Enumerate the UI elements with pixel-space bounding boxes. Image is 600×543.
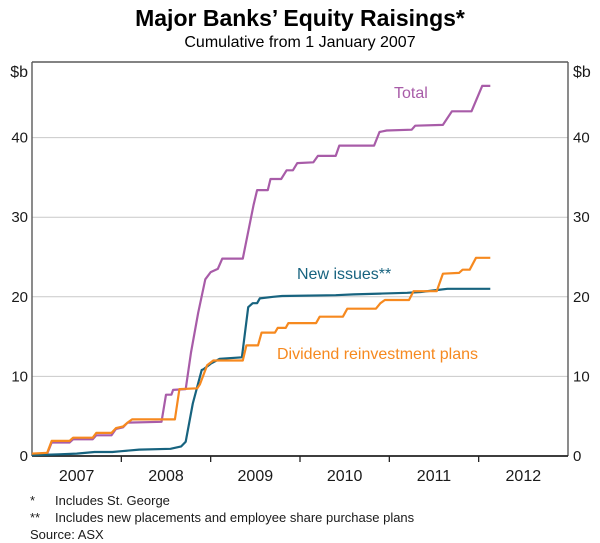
x-year-label: 2007 (59, 468, 95, 485)
y-tick-label-left: 30 (11, 209, 28, 226)
x-year-label: 2008 (148, 468, 184, 485)
y-unit-right: $b (573, 64, 591, 81)
x-year-label: 2009 (238, 468, 274, 485)
footnote-2-text: Includes new placements and employee sha… (55, 510, 415, 525)
drp-line (31, 256, 491, 455)
y-unit-left: $b (10, 64, 28, 81)
footnotes: * Includes St. George ** Includes new plac… (30, 492, 590, 543)
y-tick-label-right: 10 (573, 368, 590, 385)
series-label-drp: Dividend reinvestment plans (277, 346, 478, 363)
y-tick-label-right: 40 (573, 130, 590, 147)
chart-title: Major Banks’ Equity Raisings* (135, 5, 465, 31)
x-year-label: 2010 (327, 468, 363, 485)
source-note: Source: ASX (30, 527, 104, 542)
chart-subtitle: Cumulative from 1 January 2007 (184, 34, 416, 51)
series-label-new-issues: New issues** (297, 266, 392, 283)
footnote-2: ** Includes new placements and employee s… (30, 509, 590, 526)
total-line (31, 84, 491, 456)
footnote-1-text: Includes St. George (55, 493, 170, 508)
footnote-2-marker: ** (30, 510, 41, 525)
x-year-label: 2012 (506, 468, 542, 485)
y-tick-label-left: 20 (11, 289, 28, 306)
y-tick-label-right: 30 (573, 209, 590, 226)
x-year-label: 2011 (417, 468, 452, 485)
y-tick-label-left: 10 (11, 368, 28, 385)
y-tick-label-left: 40 (11, 130, 28, 147)
series-label-total: Total (394, 85, 428, 102)
footnote-1-marker: * (30, 493, 36, 508)
footnote-1: * Includes St. George (30, 492, 590, 509)
y-tick-label-right: 20 (573, 289, 590, 306)
new_issues-line (31, 287, 491, 457)
y-tick-label-left: 0 (20, 448, 28, 465)
y-tick-label-right: 0 (573, 448, 581, 465)
